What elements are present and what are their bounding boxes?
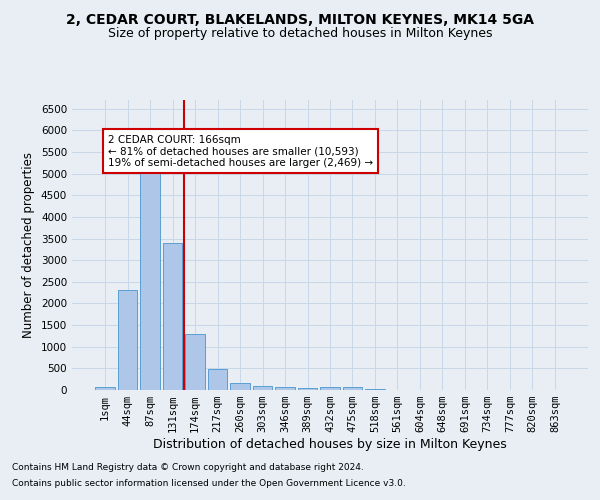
Bar (320, 388, 340, 390)
Text: Size of property relative to detached houses in Milton Keynes: Size of property relative to detached ho… (108, 28, 492, 40)
Bar (343, 388, 362, 390)
Bar (95, 388, 115, 390)
Bar (253, 386, 272, 390)
Bar (140, 154, 160, 390)
Text: 2, CEDAR COURT, BLAKELANDS, MILTON KEYNES, MK14 5GA: 2, CEDAR COURT, BLAKELANDS, MILTON KEYNE… (66, 12, 534, 26)
Text: Contains public sector information licensed under the Open Government Licence v3: Contains public sector information licen… (12, 478, 406, 488)
Text: Contains HM Land Registry data © Crown copyright and database right 2024.: Contains HM Land Registry data © Crown c… (12, 464, 364, 472)
Bar (185, 334, 205, 390)
Y-axis label: Number of detached properties: Number of detached properties (22, 152, 35, 338)
X-axis label: Distribution of detached houses by size in Milton Keynes: Distribution of detached houses by size … (153, 438, 507, 451)
Bar (275, 388, 295, 390)
Bar (163, 243, 182, 390)
Bar (208, 370, 227, 390)
Bar (230, 383, 250, 390)
Bar (298, 388, 317, 390)
Bar (118, 290, 137, 390)
Bar (365, 388, 385, 390)
Text: 2 CEDAR COURT: 166sqm
← 81% of detached houses are smaller (10,593)
19% of semi-: 2 CEDAR COURT: 166sqm ← 81% of detached … (108, 134, 373, 168)
